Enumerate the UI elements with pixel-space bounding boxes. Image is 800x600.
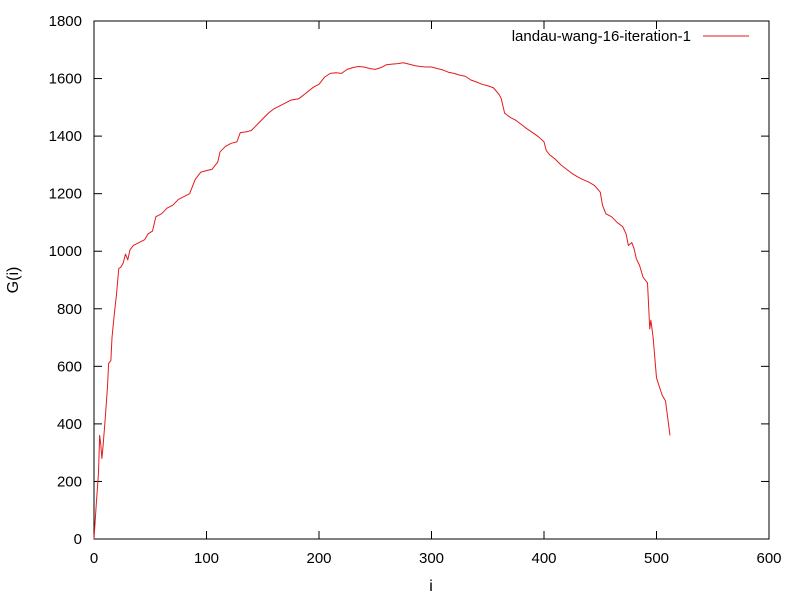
x-tick-label: 200 xyxy=(306,550,331,567)
y-tick-label: 1800 xyxy=(49,13,82,30)
plot-frame xyxy=(93,20,770,540)
x-tick-label: 600 xyxy=(756,550,781,567)
x-axis-label: i xyxy=(429,578,433,595)
x-tick-label: 300 xyxy=(419,550,444,567)
y-tick-label: 1600 xyxy=(49,71,82,88)
y-tick-label: 200 xyxy=(57,473,82,490)
legend: landau-wang-16-iteration-1 xyxy=(512,28,749,45)
y-tick-label: 1400 xyxy=(49,128,82,145)
axis-ticks: 0 100 200 300 400 500 600 0 200 400 600 800 1000 1200… xyxy=(49,13,782,567)
series-layer xyxy=(93,62,671,540)
x-tick-label: 0 xyxy=(90,550,98,567)
series-line xyxy=(93,62,671,540)
x-tick-label: 100 xyxy=(194,550,219,567)
y-axis-label: G(i) xyxy=(5,267,22,294)
y-tick-label: 0 xyxy=(74,531,82,548)
x-tick-label: 400 xyxy=(531,550,556,567)
y-tick-label: 600 xyxy=(57,358,82,375)
y-tick-label: 800 xyxy=(57,301,82,318)
y-tick-label: 1200 xyxy=(49,186,82,203)
y-tick-label: 1000 xyxy=(49,243,82,260)
legend-label: landau-wang-16-iteration-1 xyxy=(512,28,691,45)
y-tick-label: 400 xyxy=(57,416,82,433)
x-tick-label: 500 xyxy=(644,550,669,567)
